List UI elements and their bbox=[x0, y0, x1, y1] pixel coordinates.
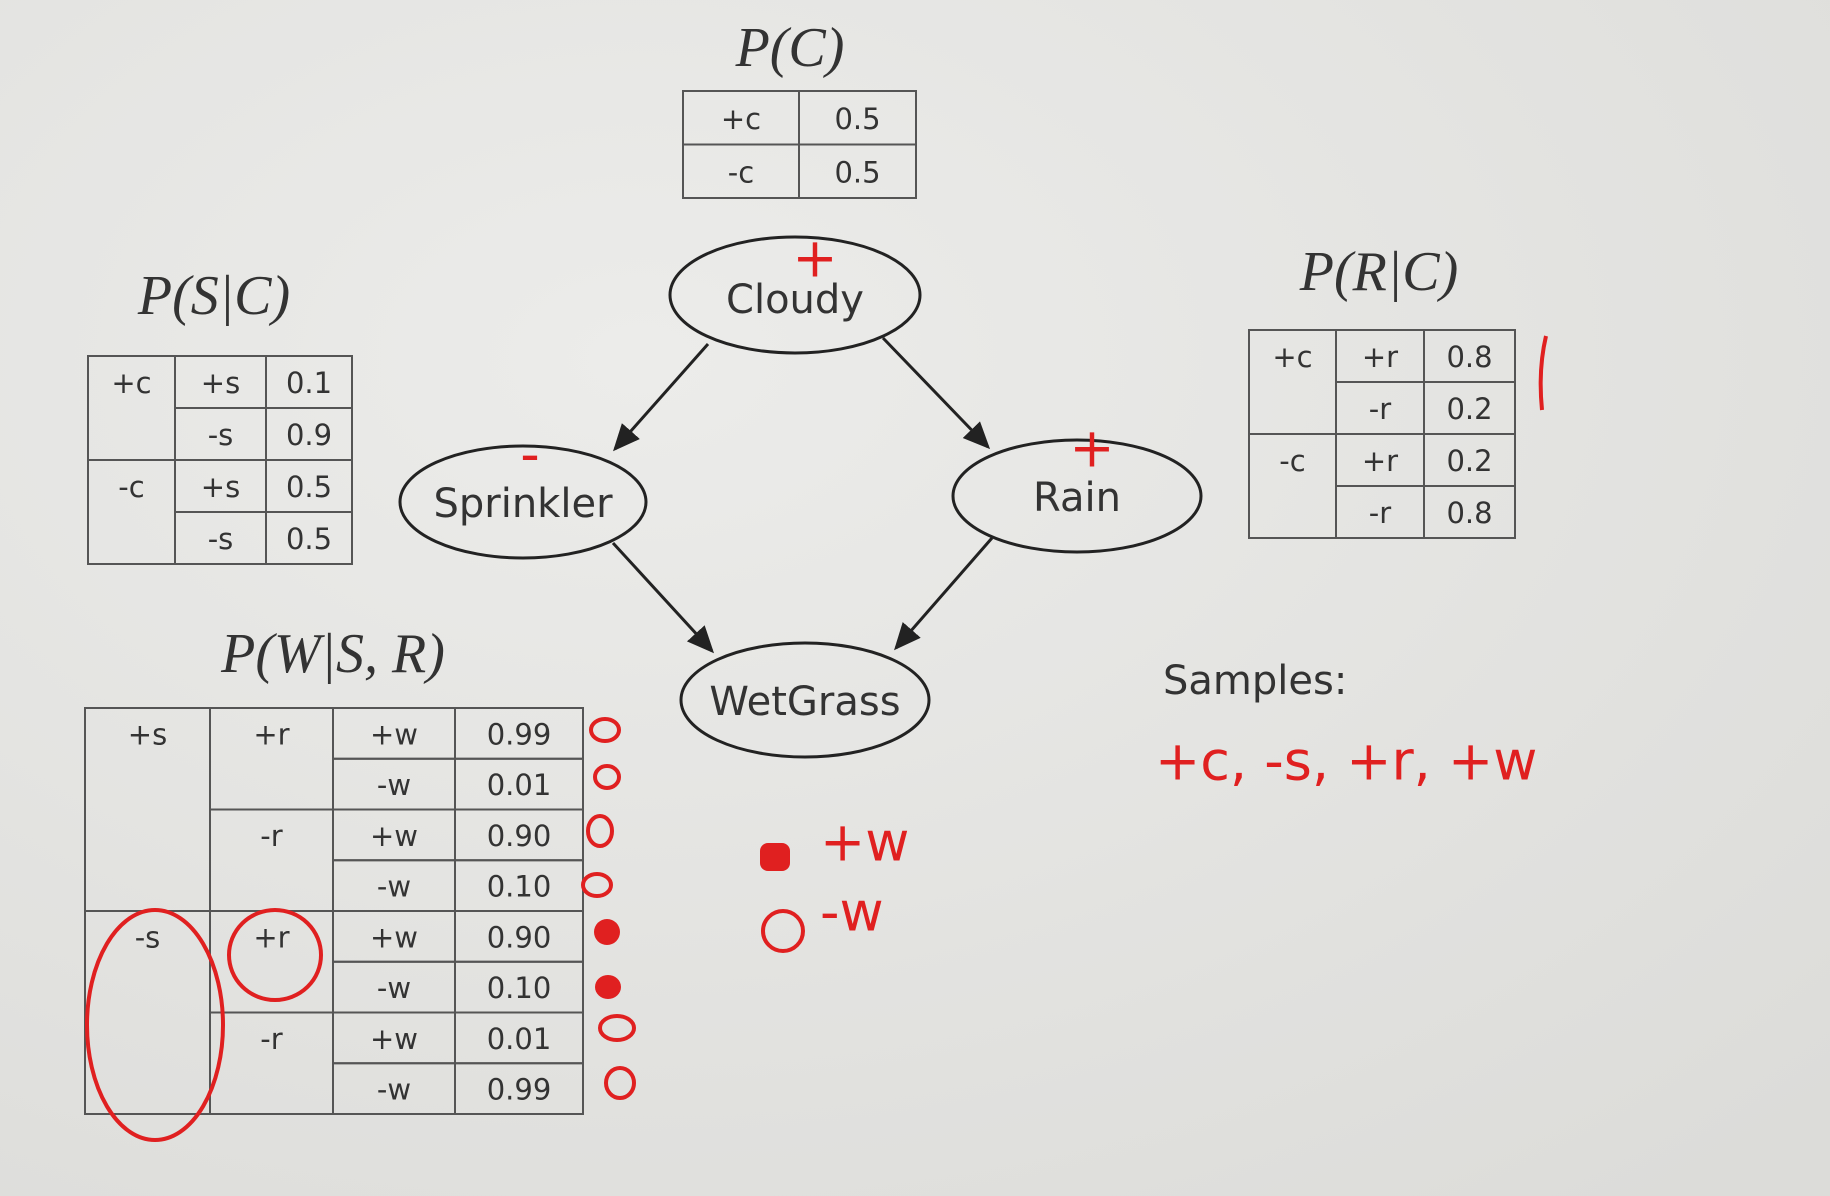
node bbox=[679, 641, 931, 759]
cell-text: 0.1 bbox=[286, 366, 332, 400]
node bbox=[668, 235, 922, 355]
network: Cloudy Sprinkler Rain WetGrass bbox=[398, 235, 1203, 759]
samples-label: Samples: bbox=[1163, 658, 1347, 704]
cell-text: 0.8 bbox=[1446, 340, 1492, 374]
table-cell bbox=[1423, 485, 1516, 539]
legend-mark bbox=[761, 909, 805, 953]
cell-text: 0.99 bbox=[487, 1073, 552, 1107]
cell-text: +s bbox=[201, 366, 240, 400]
cell-text: +w bbox=[370, 1022, 418, 1056]
cpt-tables: P(C) +c 0.5 -c 0.5 P(S|C) +s 0.1 -s 0.9 +c +s 0.5 -s 0… bbox=[84, 17, 1516, 1115]
cell-text: -w bbox=[377, 768, 411, 802]
cell-text: +c bbox=[1272, 340, 1312, 374]
cell-text: 0.5 bbox=[834, 155, 880, 189]
highlight bbox=[85, 908, 225, 1142]
sample-markers bbox=[581, 717, 636, 1100]
cell-text: -s bbox=[208, 522, 234, 556]
cell-text: -c bbox=[728, 155, 754, 189]
cell-text: -w bbox=[377, 1073, 411, 1107]
cell-text: +s bbox=[201, 470, 240, 504]
cell-text: 0.10 bbox=[487, 971, 552, 1005]
cell-text: 0.99 bbox=[487, 717, 552, 751]
node-label: Cloudy bbox=[726, 277, 864, 323]
cell-text: +c bbox=[721, 102, 761, 136]
cell-text: +w bbox=[370, 819, 418, 853]
edge bbox=[611, 541, 715, 654]
cell-text: 0.2 bbox=[1446, 392, 1492, 426]
annotation: - bbox=[520, 423, 540, 486]
cell-text: 0.9 bbox=[286, 418, 332, 452]
cell-text: 0.5 bbox=[834, 102, 880, 136]
edge bbox=[894, 537, 994, 651]
table-cell bbox=[798, 143, 917, 199]
cell-text: -s bbox=[208, 418, 234, 452]
cell-text: 0.5 bbox=[286, 470, 332, 504]
bracket bbox=[1538, 335, 1548, 411]
cell-text: +r bbox=[253, 920, 289, 954]
cell-text: +r bbox=[1362, 444, 1398, 478]
cell-text: +s bbox=[128, 717, 167, 751]
annotation: + bbox=[1069, 417, 1114, 480]
table-cell bbox=[1248, 433, 1337, 539]
table-title: P(R|C) bbox=[1299, 241, 1458, 303]
legend-label: +w bbox=[820, 811, 909, 874]
cell-text: 0.01 bbox=[487, 768, 552, 802]
table-cell bbox=[87, 459, 176, 565]
cell-text: 0.90 bbox=[487, 920, 552, 954]
cell-text: -r bbox=[260, 819, 282, 853]
cell-text: +r bbox=[1362, 340, 1398, 374]
cell-text: -r bbox=[1369, 496, 1391, 530]
cell-text: -r bbox=[260, 1022, 282, 1056]
annotation: + bbox=[792, 227, 837, 290]
cell-text: -w bbox=[377, 971, 411, 1005]
node bbox=[398, 444, 648, 560]
cell-text: +c bbox=[111, 366, 151, 400]
cell-text: 0.8 bbox=[1446, 496, 1492, 530]
cell-text: 0.01 bbox=[487, 1022, 552, 1056]
cell-text: 0.2 bbox=[1446, 444, 1492, 478]
edge bbox=[881, 336, 991, 450]
legend-label: -w bbox=[820, 881, 884, 944]
samples-value: +c, -s, +r, +w bbox=[1155, 730, 1537, 793]
edge bbox=[613, 343, 710, 452]
cell-text: 0.10 bbox=[487, 870, 552, 904]
node-label: Rain bbox=[1033, 475, 1121, 521]
table-title: P(S|C) bbox=[137, 265, 290, 327]
cell-text: -r bbox=[1369, 392, 1391, 426]
legend-mark bbox=[760, 843, 790, 871]
table-title: P(W|S, R) bbox=[220, 623, 445, 685]
cell-text: +w bbox=[370, 920, 418, 954]
cell-text: -c bbox=[1279, 444, 1305, 478]
cell-text: -s bbox=[135, 920, 161, 954]
table-cell bbox=[454, 1062, 584, 1115]
node bbox=[951, 438, 1203, 554]
annotations: + - + +w -w Samples: +c, -s, +r, +w bbox=[85, 227, 1548, 1142]
node-label: Sprinkler bbox=[433, 481, 613, 527]
table-title: P(C) bbox=[735, 17, 845, 79]
cell-text: 0.90 bbox=[487, 819, 552, 853]
table-cell bbox=[265, 511, 353, 565]
highlight bbox=[227, 908, 323, 1002]
cell-text: +w bbox=[370, 717, 418, 751]
cell-text: 0.5 bbox=[286, 522, 332, 556]
node-label: WetGrass bbox=[709, 679, 900, 725]
cell-text: +r bbox=[253, 717, 289, 751]
cell-text: -c bbox=[118, 470, 144, 504]
cell-text: -w bbox=[377, 870, 411, 904]
